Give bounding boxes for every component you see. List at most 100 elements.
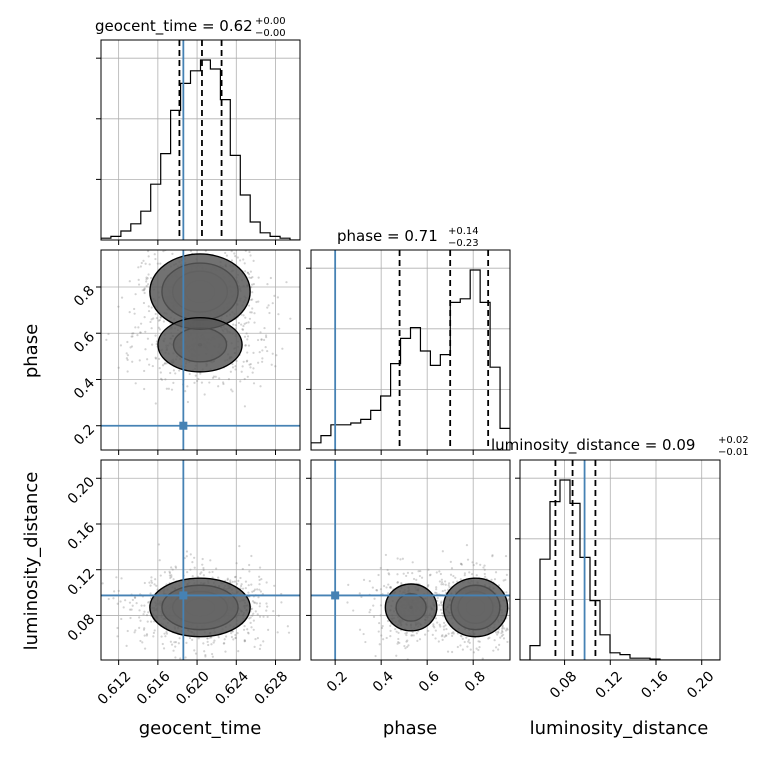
sample-point xyxy=(466,645,469,648)
sample-point xyxy=(159,574,162,577)
sample-point xyxy=(230,259,234,262)
sample-point xyxy=(251,298,254,301)
sample-point xyxy=(234,365,237,368)
sample-point xyxy=(400,582,403,585)
sample-point xyxy=(502,633,505,636)
sample-point xyxy=(204,653,207,657)
sample-point xyxy=(139,331,142,334)
sample-point xyxy=(271,302,274,305)
sample-point xyxy=(231,390,234,393)
sample-point xyxy=(259,385,262,388)
sample-point xyxy=(241,567,244,571)
sample-point xyxy=(252,619,255,622)
sample-point xyxy=(252,282,255,286)
title-geocent-time-plus: +0.00 xyxy=(255,16,286,27)
sample-point xyxy=(145,276,148,279)
sample-point xyxy=(258,583,261,586)
sample-point xyxy=(467,640,470,643)
sample-point xyxy=(269,276,272,280)
sample-point xyxy=(122,606,125,609)
sample-point xyxy=(165,632,169,635)
sample-point xyxy=(444,624,447,627)
sample-point xyxy=(174,641,178,644)
sample-point xyxy=(250,554,253,558)
sample-point xyxy=(112,597,115,600)
panel-content xyxy=(520,460,720,660)
sample-point xyxy=(404,632,407,635)
sample-point xyxy=(386,568,389,572)
sample-point xyxy=(162,250,165,253)
sample-point xyxy=(360,595,363,599)
sample-point xyxy=(240,583,243,586)
sample-point xyxy=(463,572,467,575)
sample-point xyxy=(156,588,159,591)
sample-point xyxy=(191,560,194,564)
sample-point xyxy=(162,320,165,323)
sample-point xyxy=(243,377,246,381)
sample-point xyxy=(158,357,161,360)
sample-point xyxy=(398,641,401,645)
sample-point xyxy=(150,579,153,582)
sample-point xyxy=(258,578,261,582)
sample-point xyxy=(442,625,445,628)
sample-point xyxy=(243,639,246,642)
sample-point xyxy=(466,558,470,561)
sample-point xyxy=(247,273,251,276)
sample-point xyxy=(435,586,438,589)
sample-point xyxy=(234,324,237,327)
sample-point xyxy=(238,545,241,548)
sample-point xyxy=(286,625,289,628)
sample-point xyxy=(227,378,231,381)
sample-point xyxy=(143,610,146,613)
sample-point xyxy=(173,641,176,644)
sample-point xyxy=(174,565,177,568)
sample-point xyxy=(277,614,280,617)
sample-point xyxy=(193,556,196,559)
sample-point xyxy=(500,634,504,638)
sample-point xyxy=(250,626,253,629)
sample-point xyxy=(265,602,268,605)
sample-point xyxy=(435,571,438,574)
sample-point xyxy=(490,578,493,581)
sample-point xyxy=(261,360,264,363)
sample-point xyxy=(444,634,447,637)
sample-point xyxy=(154,356,157,359)
sample-point xyxy=(371,586,374,589)
sample-point xyxy=(211,655,214,658)
sample-point xyxy=(231,366,235,369)
sample-point xyxy=(126,370,129,373)
sample-point xyxy=(119,600,122,603)
sample-point xyxy=(252,589,255,593)
sample-point xyxy=(266,349,269,353)
sample-point xyxy=(244,587,247,590)
sample-point xyxy=(451,634,454,637)
sample-point xyxy=(276,631,279,634)
sample-point xyxy=(264,334,268,337)
sample-point xyxy=(186,400,190,404)
sample-point xyxy=(483,564,486,567)
sample-point xyxy=(244,270,247,273)
panel-content xyxy=(101,40,300,240)
sample-point xyxy=(168,574,171,577)
sample-point xyxy=(251,283,254,286)
sample-point xyxy=(222,382,225,386)
sample-point xyxy=(239,259,242,262)
sample-point xyxy=(450,567,454,570)
sample-point xyxy=(438,570,441,573)
sample-point xyxy=(258,575,261,578)
sample-point xyxy=(405,633,408,637)
sample-point xyxy=(200,381,204,384)
sample-point xyxy=(188,372,191,376)
sample-point xyxy=(151,343,154,346)
sample-point xyxy=(165,630,168,634)
sample-point xyxy=(242,628,246,631)
sample-point xyxy=(161,364,165,367)
sample-point xyxy=(447,632,450,635)
sample-point xyxy=(255,602,259,605)
sample-point xyxy=(145,634,148,637)
sample-point xyxy=(506,640,509,644)
sample-point xyxy=(243,262,246,265)
sample-point xyxy=(452,632,455,635)
sample-point xyxy=(252,367,255,370)
histogram-step-line xyxy=(101,59,300,240)
